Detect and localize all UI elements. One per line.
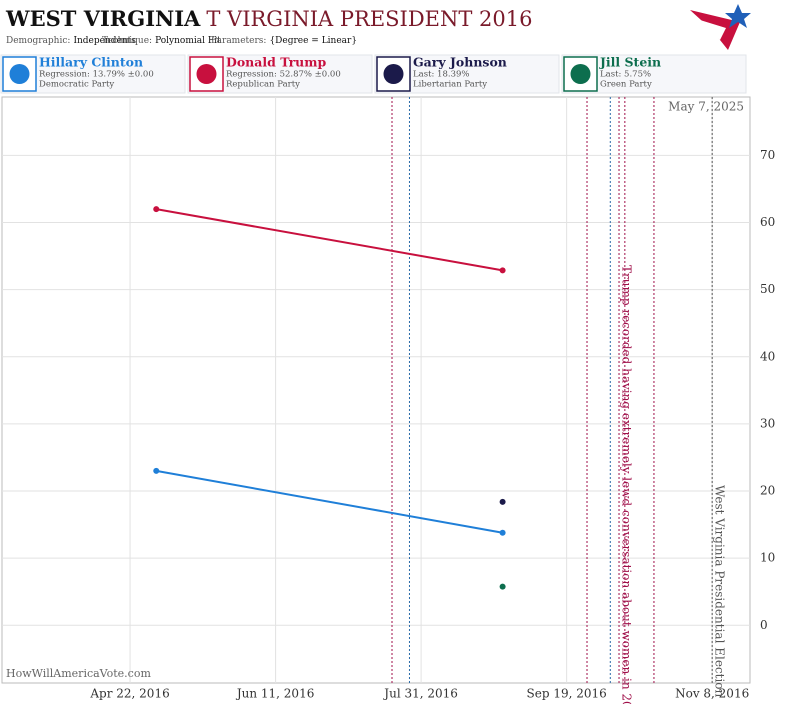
subtitle-item: Parameters: {Degree = Linear}: [211, 36, 357, 46]
subtitle-value: {Degree = Linear}: [269, 36, 357, 46]
candidate-party: Republican Party: [226, 80, 300, 90]
plot-frame: [1, 96, 751, 684]
x-tick-label: Jul 31, 2016: [382, 687, 458, 701]
y-tick-label: 50: [760, 282, 775, 296]
candidate-icon-glyph: [9, 64, 30, 84]
point: [499, 498, 506, 505]
candidate-icon-glyph: [383, 64, 404, 84]
series-line: [156, 469, 503, 534]
subtitle-label: Parameters:: [211, 36, 266, 46]
source: HowWillAmericaVote.com: [6, 667, 151, 680]
title: WEST VIRGINIA T VIRGINIA PRESIDENT 2016: [5, 6, 533, 31]
candidate-name: Donald Trump: [226, 55, 326, 70]
candidate-detail: Last: 5.75%: [600, 70, 651, 80]
y-tick-label: 40: [760, 349, 775, 363]
y-tick-label: 60: [760, 215, 775, 229]
logo-inner: [700, 20, 726, 40]
y-tick-label: 30: [760, 416, 775, 430]
x-tick-label: Sep 19, 2016: [527, 687, 607, 701]
point: [499, 267, 506, 274]
point: [153, 467, 160, 474]
event-label: West Virginia Presidential Election: [713, 485, 727, 698]
candidate-name: Gary Johnson: [413, 55, 507, 70]
subtitle-value: Polynomial Fit: [155, 36, 221, 46]
y-tick-label: 20: [760, 484, 775, 498]
candidate-party: Libertarian Party: [413, 80, 487, 90]
candidate-name: Hillary Clinton: [39, 55, 143, 70]
title-state: WEST VIRGINIA: [5, 6, 201, 31]
candidate-detail: Regression: 52.87% ±0.00: [226, 70, 341, 80]
candidate-name: Jill Stein: [599, 55, 661, 70]
event-label: Trump recorded having extremely lewd con…: [620, 265, 634, 704]
point: [499, 583, 506, 590]
candidate-detail: Last: 18.39%: [413, 70, 469, 80]
candidate-party: Democratic Party: [39, 80, 114, 90]
subtitle-label: Technique:: [102, 36, 152, 46]
x-tick-label: Jun 11, 2016: [235, 687, 315, 701]
y-tick-label: 10: [760, 551, 775, 565]
series-line: [156, 208, 503, 272]
date: May 7, 2025: [668, 100, 744, 114]
subtitle-value: Independents: [73, 36, 136, 46]
title-rest: T VIRGINIA PRESIDENT 2016: [206, 7, 532, 31]
candidate-icon-glyph: [570, 64, 591, 84]
candidate-detail: Regression: 13.79% ±0.00: [39, 70, 154, 80]
candidate-party: Green Party: [600, 80, 652, 90]
logo: [690, 4, 751, 50]
point: [499, 529, 506, 536]
subtitle-item: Demographic: Independents: [6, 36, 136, 46]
y-tick-label: 0: [760, 618, 768, 632]
x-tick-label: Nov 8, 2016: [675, 687, 749, 701]
subtitle-label: Demographic:: [6, 36, 70, 46]
logo-star: [725, 4, 751, 28]
x-tick-label: Apr 22, 2016: [89, 687, 169, 701]
candidate-icon-glyph: [196, 64, 217, 84]
subtitle-item: Technique: Polynomial Fit: [102, 36, 221, 46]
y-tick-label: 70: [760, 148, 775, 162]
point: [153, 206, 160, 213]
